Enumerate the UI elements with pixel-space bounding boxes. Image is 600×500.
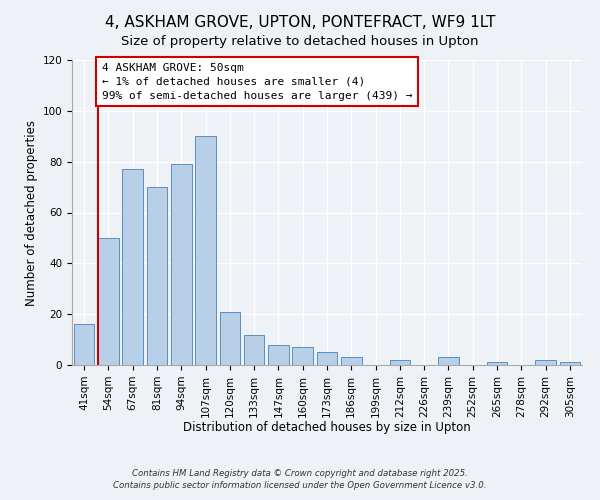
Bar — [74, 324, 94, 365]
Bar — [122, 170, 143, 365]
Bar — [98, 238, 119, 365]
Bar — [220, 312, 240, 365]
Bar — [317, 352, 337, 365]
Bar — [171, 164, 191, 365]
Bar — [244, 334, 265, 365]
Bar — [560, 362, 580, 365]
Bar — [438, 358, 459, 365]
Bar — [292, 347, 313, 365]
Bar — [487, 362, 508, 365]
Text: Size of property relative to detached houses in Upton: Size of property relative to detached ho… — [121, 35, 479, 48]
Bar — [389, 360, 410, 365]
Bar — [146, 187, 167, 365]
Bar — [535, 360, 556, 365]
Text: 4, ASKHAM GROVE, UPTON, PONTEFRACT, WF9 1LT: 4, ASKHAM GROVE, UPTON, PONTEFRACT, WF9 … — [105, 15, 495, 30]
Text: Contains HM Land Registry data © Crown copyright and database right 2025.
Contai: Contains HM Land Registry data © Crown c… — [113, 468, 487, 490]
Bar — [195, 136, 216, 365]
Y-axis label: Number of detached properties: Number of detached properties — [25, 120, 38, 306]
X-axis label: Distribution of detached houses by size in Upton: Distribution of detached houses by size … — [183, 421, 471, 434]
Text: 4 ASKHAM GROVE: 50sqm
← 1% of detached houses are smaller (4)
99% of semi-detach: 4 ASKHAM GROVE: 50sqm ← 1% of detached h… — [102, 62, 412, 100]
Bar — [268, 344, 289, 365]
Bar — [341, 358, 362, 365]
